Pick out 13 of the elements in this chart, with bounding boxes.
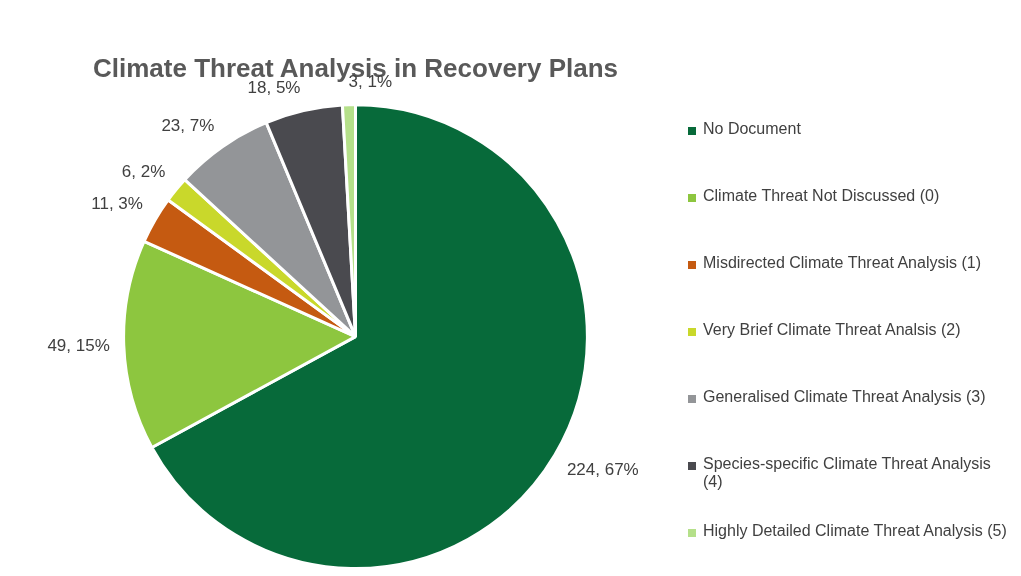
- legend-label: Climate Threat Not Discussed (0): [703, 187, 940, 205]
- legend-label: No Document: [703, 120, 801, 138]
- legend-label: Highly Detailed Climate Threat Analysis (5): [703, 522, 1007, 540]
- data-label: 23, 7%: [161, 116, 215, 136]
- legend-label: Species-specific Climate Threat Analysis (4): [703, 455, 992, 491]
- data-label: 18, 5%: [247, 78, 301, 98]
- legend-label: Misdirected Climate Threat Analysis (1): [703, 254, 982, 272]
- data-label: 6, 2%: [121, 161, 166, 181]
- data-label: 49, 15%: [47, 335, 110, 355]
- legend-label: Very Brief Climate Threat Analsis (2): [703, 321, 961, 339]
- data-label: 11, 3%: [91, 194, 143, 214]
- legend-label: Generalised Climate Threat Analysis (3): [703, 388, 986, 406]
- data-label: 224, 67%: [566, 460, 639, 480]
